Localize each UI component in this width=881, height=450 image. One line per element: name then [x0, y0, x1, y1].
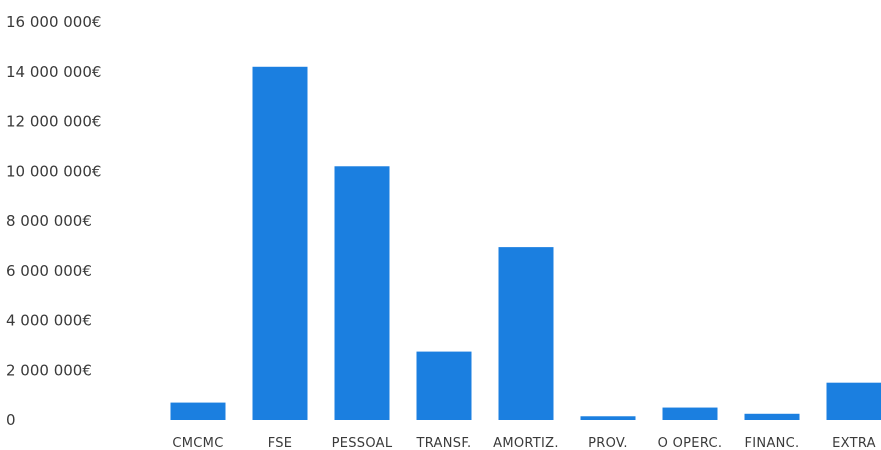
x-tick-label: PROV.: [588, 436, 628, 450]
bar-transf: [416, 351, 472, 420]
bar-extra: [826, 382, 881, 420]
x-tick-label: EXTRA: [832, 436, 876, 450]
x-axis: CMCMC FSE PESSOAL TRANSF. AMORTIZ. PROV. O OPE…: [172, 436, 875, 450]
x-tick-label: PESSOAL: [332, 436, 393, 450]
y-tick-label: 0: [6, 411, 16, 429]
bar-prov: [580, 416, 636, 420]
bar-cmcmc: [170, 402, 226, 420]
bar-pessoal: [334, 166, 390, 420]
y-tick-label: 8 000 000€: [6, 212, 92, 230]
bars: [170, 66, 881, 421]
x-tick-label: FSE: [268, 436, 293, 450]
bar-fse: [252, 66, 308, 421]
y-tick-label: 10 000 000€: [6, 162, 101, 180]
bar-o-operc: [662, 407, 718, 420]
x-tick-label: TRANSF.: [416, 436, 472, 450]
x-tick-label: AMORTIZ.: [493, 436, 559, 450]
bar-financ: [744, 413, 800, 420]
x-tick-label: FINANC.: [745, 436, 800, 450]
y-tick-label: 14 000 000€: [6, 63, 101, 81]
bar-amortiz: [498, 247, 554, 420]
x-tick-label: O OPERC.: [658, 436, 723, 450]
y-tick-label: 4 000 000€: [6, 312, 92, 330]
y-tick-label: 16 000 000€: [6, 13, 101, 31]
y-tick-label: 12 000 000€: [6, 113, 101, 131]
y-tick-label: 6 000 000€: [6, 262, 92, 280]
y-tick-label: 2 000 000€: [6, 361, 92, 379]
x-tick-label: CMCMC: [172, 436, 223, 450]
y-axis: 0 2 000 000€ 4 000 000€ 6 000 000€ 8 000 000…: [6, 13, 101, 429]
